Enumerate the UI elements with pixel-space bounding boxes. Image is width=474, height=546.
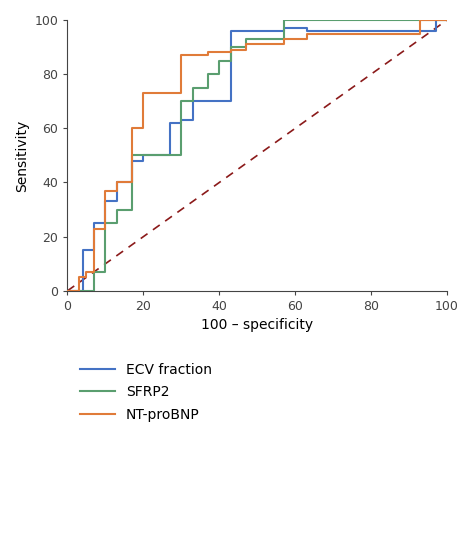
Y-axis label: Sensitivity: Sensitivity [15, 119, 29, 192]
Legend: ECV fraction, SFRP2, NT-proBNP: ECV fraction, SFRP2, NT-proBNP [74, 357, 218, 427]
X-axis label: 100 – specificity: 100 – specificity [201, 318, 313, 333]
